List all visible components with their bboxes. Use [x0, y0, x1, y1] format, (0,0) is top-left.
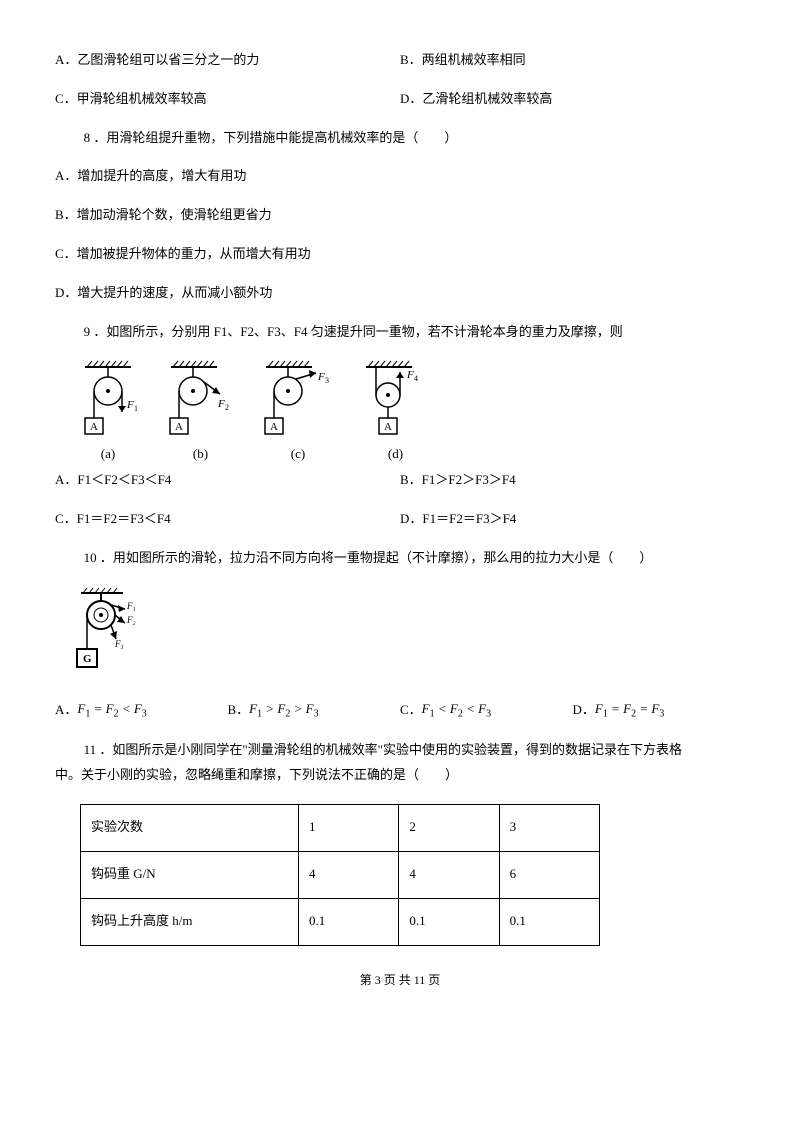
q10-pulley-icon: F₁ F₂ F₃ G: [73, 587, 143, 677]
svg-text:F: F: [406, 369, 414, 381]
label-c: (c): [291, 444, 305, 465]
q11-text-2: 中。关于小刚的实验，忽略绳重和摩擦，下列说法不正确的是（ ）: [55, 765, 745, 786]
cell: 钩码上升高度 h/m: [81, 898, 299, 945]
svg-text:A: A: [384, 421, 392, 433]
cell: 6: [499, 851, 599, 898]
cell: 2: [399, 804, 499, 851]
q10-opt-b[interactable]: B． F1 > F2 > F3: [228, 699, 401, 723]
label-b: (b): [193, 444, 208, 465]
svg-text:A: A: [175, 421, 183, 433]
q7-opt-a[interactable]: A．乙图滑轮组可以省三分之一的力: [55, 50, 400, 71]
q9-opt-c[interactable]: C．F1＝F2＝F3＜F4: [55, 509, 400, 530]
cell: 0.1: [399, 898, 499, 945]
q7-opt-d[interactable]: D．乙滑轮组机械效率较高: [400, 89, 745, 110]
label-a: (a): [101, 444, 115, 465]
svg-text:G: G: [83, 653, 92, 665]
svg-text:3: 3: [325, 376, 329, 385]
table-row: 钩码重 G/N 4 4 6: [81, 851, 600, 898]
q10-figure: F₁ F₂ F₃ G: [55, 587, 745, 677]
svg-text:F: F: [317, 371, 325, 383]
cell: 钩码重 G/N: [81, 851, 299, 898]
q9-figure: F 1 A (a) F 2 A (b): [55, 360, 745, 465]
q8-opt-b[interactable]: B．增加动滑轮个数，使滑轮组更省力: [55, 205, 745, 226]
svg-text:F: F: [217, 398, 225, 410]
pulley-a-icon: F 1 A: [73, 360, 143, 440]
q8-opt-d[interactable]: D．增大提升的速度，从而减小额外功: [55, 283, 745, 304]
q10-opt-d[interactable]: D． F1 = F2 = F3: [573, 699, 746, 723]
cell: 0.1: [298, 898, 398, 945]
q8-opt-a[interactable]: A．增加提升的高度，增大有用功: [55, 166, 745, 187]
cell: 3: [499, 804, 599, 851]
q9-text: 9 ．如图所示，分别用 F1、F2、F3、F4 匀速提升同一重物，若不计滑轮本身…: [55, 322, 745, 343]
q9-opt-d[interactable]: D．F1＝F2＝F3＞F4: [400, 509, 745, 530]
q9-opt-a[interactable]: A．F1＜F2＜F3＜F4: [55, 470, 400, 491]
page-footer: 第 3 页 共 11 页: [55, 971, 745, 990]
q10-text: 10 ．用如图所示的滑轮，拉力沿不同方向将一重物提起（不计摩擦），那么用的拉力大…: [55, 548, 745, 569]
pulley-c-icon: F 3 A: [258, 360, 338, 440]
cell: 4: [399, 851, 499, 898]
svg-text:4: 4: [414, 374, 418, 383]
cell: 4: [298, 851, 398, 898]
q7-opt-c[interactable]: C．甲滑轮组机械效率较高: [55, 89, 400, 110]
q8-opt-c[interactable]: C．增加被提升物体的重力，从而增大有用功: [55, 244, 745, 265]
svg-text:1: 1: [134, 404, 138, 413]
q7-opt-b[interactable]: B．两组机械效率相同: [400, 50, 745, 71]
pulley-b-icon: F 2 A: [163, 360, 238, 440]
q9-opt-b[interactable]: B．F1＞F2＞F3＞F4: [400, 470, 745, 491]
pulley-d-icon: F 4 A: [358, 360, 433, 440]
q11-text-1: 11 ．如图所示是小刚同学在"测量滑轮组的机械效率"实验中使用的实验装置，得到的…: [55, 740, 745, 761]
cell: 1: [298, 804, 398, 851]
svg-text:F₂: F₂: [126, 615, 136, 625]
svg-text:A: A: [90, 421, 98, 433]
label-d: (d): [388, 444, 403, 465]
table-row: 实验次数 1 2 3: [81, 804, 600, 851]
q10-opt-c[interactable]: C． F1 < F2 < F3: [400, 699, 573, 723]
svg-text:F: F: [126, 399, 134, 411]
svg-text:F₃: F₃: [114, 639, 124, 649]
table-row: 钩码上升高度 h/m 0.1 0.1 0.1: [81, 898, 600, 945]
svg-text:A: A: [270, 421, 278, 433]
cell: 0.1: [499, 898, 599, 945]
q8-text: 8 ．用滑轮组提升重物，下列措施中能提高机械效率的是（ ）: [55, 128, 745, 149]
q11-table: 实验次数 1 2 3 钩码重 G/N 4 4 6 钩码上升高度 h/m 0.1 …: [80, 804, 600, 946]
q10-opt-a[interactable]: A． F1 = F2 < F3: [55, 699, 228, 723]
cell: 实验次数: [81, 804, 299, 851]
svg-text:2: 2: [225, 403, 229, 412]
svg-text:F₁: F₁: [126, 601, 136, 611]
